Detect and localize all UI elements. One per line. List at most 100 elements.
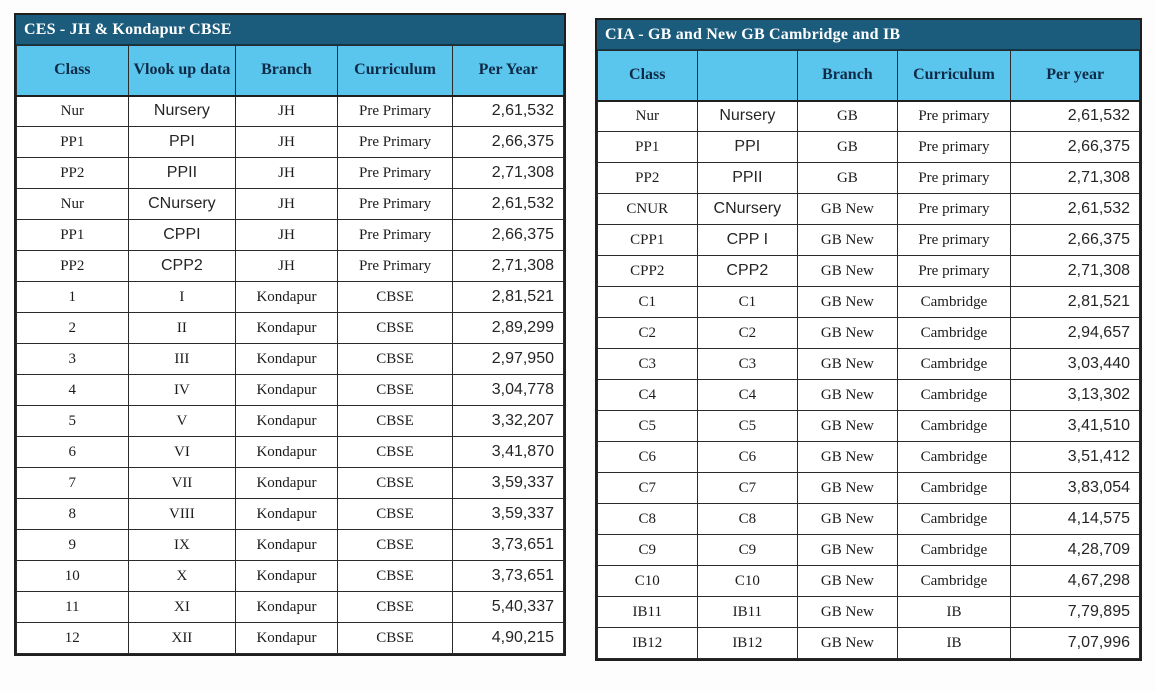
table-cell: Pre Primary	[336, 188, 454, 220]
table-cell: GB New	[797, 472, 898, 504]
table-cell: CPP2	[597, 255, 698, 287]
table-row: CNUR CNursery GB New Pre primary 2,61,532	[597, 193, 1140, 225]
header-row: Class Vlook up data Branch Curriculum Per Ye…	[16, 45, 564, 97]
table-cell: 2,71,308	[452, 157, 564, 189]
table-cell: VII	[127, 467, 237, 499]
table-row: C4 C4 GB New Cambridge 3,13,302	[597, 379, 1140, 411]
table-cell: GB New	[797, 379, 898, 411]
table-cell: IB12	[597, 627, 698, 659]
table-cell: 3,13,302	[1010, 379, 1140, 411]
table-cell: CBSE	[336, 529, 454, 561]
table-cell: CBSE	[336, 312, 454, 344]
table-row: PP1 PPI JH Pre Primary 2,66,375	[16, 126, 564, 158]
table-cell: C10	[696, 565, 799, 597]
table-cell: C1	[597, 286, 698, 318]
table-cell: Pre Primary	[336, 250, 454, 282]
table-row: C8 C8 GB New Cambridge 4,14,575	[597, 503, 1140, 535]
table-cell: 9	[16, 529, 129, 561]
table-cell: Cambridge	[896, 441, 1012, 473]
table-body: Nur Nursery GB Pre primary 2,61,532 PP1 PPI GB P…	[597, 100, 1140, 659]
table-row: 7 VII Kondapur CBSE 3,59,337	[16, 467, 564, 499]
table-cell: CBSE	[336, 467, 454, 499]
table-row: CPP2 CPP2 GB New Pre primary 2,71,308	[597, 255, 1140, 287]
table-cell: IB11	[597, 596, 698, 628]
table-cell: IB	[896, 596, 1012, 628]
table-cell: 7,07,996	[1010, 627, 1140, 659]
table-cell: CBSE	[336, 343, 454, 375]
table-cell: Kondapur	[235, 498, 338, 530]
table-cell: Kondapur	[235, 591, 338, 623]
table-cell: CBSE	[336, 436, 454, 468]
table-cell: C2	[597, 317, 698, 349]
table-cell: 7,79,895	[1010, 596, 1140, 628]
table-row: C10 C10 GB New Cambridge 4,67,298	[597, 565, 1140, 597]
table-cell: II	[127, 312, 237, 344]
fee-table-ces-grid: Class Vlook up data Branch Curriculum Per Ye…	[16, 45, 564, 654]
table-cell: Kondapur	[235, 281, 338, 313]
table-cell: C7	[696, 472, 799, 504]
table-title-cia: CIA - GB and New GB Cambridge and IB	[597, 20, 1140, 50]
table-cell: 7	[16, 467, 129, 499]
table-cell: 3,73,651	[452, 529, 564, 561]
table-cell: Nursery	[127, 95, 237, 127]
table-row: C9 C9 GB New Cambridge 4,28,709	[597, 534, 1140, 566]
table-cell: Kondapur	[235, 343, 338, 375]
table-row: 11 XI Kondapur CBSE 5,40,337	[16, 591, 564, 623]
table-row: 9 IX Kondapur CBSE 3,73,651	[16, 529, 564, 561]
table-cell: CBSE	[336, 591, 454, 623]
table-cell: PPI	[127, 126, 237, 158]
table-row: 5 V Kondapur CBSE 3,32,207	[16, 405, 564, 437]
table-row: PP2 CPP2 JH Pre Primary 2,71,308	[16, 250, 564, 282]
table-cell: CBSE	[336, 560, 454, 592]
table-row: C6 C6 GB New Cambridge 3,51,412	[597, 441, 1140, 473]
table-cell: C2	[696, 317, 799, 349]
table-body: Nur Nursery JH Pre Primary 2,61,532 PP1 PPI JH P…	[16, 95, 564, 654]
table-row: 6 VI Kondapur CBSE 3,41,870	[16, 436, 564, 468]
table-row: PP1 CPPI JH Pre Primary 2,66,375	[16, 219, 564, 251]
table-cell: 1	[16, 281, 129, 313]
table-cell: C4	[696, 379, 799, 411]
table-row: 1 I Kondapur CBSE 2,81,521	[16, 281, 564, 313]
table-row: C2 C2 GB New Cambridge 2,94,657	[597, 317, 1140, 349]
table-cell: GB	[797, 162, 898, 194]
table-cell: CPP1	[597, 224, 698, 256]
table-cell: GB New	[797, 224, 898, 256]
table-cell: 2,66,375	[452, 219, 564, 251]
table-cell: GB New	[797, 534, 898, 566]
table-row: C5 C5 GB New Cambridge 3,41,510	[597, 410, 1140, 442]
table-cell: Cambridge	[896, 379, 1012, 411]
table-cell: 11	[16, 591, 129, 623]
table-cell: IB11	[696, 596, 799, 628]
table-cell: 2,66,375	[452, 126, 564, 158]
table-cell: CBSE	[336, 622, 454, 654]
table-cell: C10	[597, 565, 698, 597]
table-cell: GB New	[797, 193, 898, 225]
table-cell: 3,04,778	[452, 374, 564, 406]
column-header	[696, 50, 799, 102]
table-cell: 2	[16, 312, 129, 344]
table-cell: 5,40,337	[452, 591, 564, 623]
table-cell: Cambridge	[896, 472, 1012, 504]
table-cell: 2,71,308	[1010, 255, 1140, 287]
table-row: IB12 IB12 GB New IB 7,07,996	[597, 627, 1140, 659]
table-cell: CNursery	[127, 188, 237, 220]
table-cell: 2,66,375	[1010, 131, 1140, 163]
table-cell: 2,61,532	[452, 188, 564, 220]
table-cell: C9	[696, 534, 799, 566]
table-row: Nur CNursery JH Pre Primary 2,61,532	[16, 188, 564, 220]
column-header: Class	[16, 45, 129, 97]
table-row: C7 C7 GB New Cambridge 3,83,054	[597, 472, 1140, 504]
table-cell: PPII	[696, 162, 799, 194]
table-cell: C3	[597, 348, 698, 380]
table-cell: CPP2	[696, 255, 799, 287]
table-cell: 2,89,299	[452, 312, 564, 344]
table-cell: 4,28,709	[1010, 534, 1140, 566]
table-cell: 3	[16, 343, 129, 375]
table-cell: 2,71,308	[452, 250, 564, 282]
table-cell: Cambridge	[896, 286, 1012, 318]
table-cell: Pre primary	[896, 162, 1012, 194]
table-cell: Kondapur	[235, 467, 338, 499]
table-row: Nur Nursery GB Pre primary 2,61,532	[597, 100, 1140, 132]
table-cell: III	[127, 343, 237, 375]
table-cell: Kondapur	[235, 312, 338, 344]
